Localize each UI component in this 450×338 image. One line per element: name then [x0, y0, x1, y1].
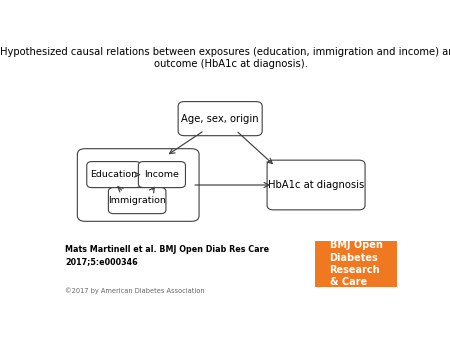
Text: Age, sex, origin: Age, sex, origin: [181, 114, 259, 124]
FancyBboxPatch shape: [108, 188, 166, 214]
FancyBboxPatch shape: [139, 162, 185, 188]
Text: HbA1c at diagnosis: HbA1c at diagnosis: [268, 180, 364, 190]
Text: Immigration: Immigration: [108, 196, 166, 205]
Text: Hypothesized causal relations between exposures (education, immigration and inco: Hypothesized causal relations between ex…: [0, 47, 450, 70]
FancyBboxPatch shape: [77, 149, 199, 221]
FancyBboxPatch shape: [315, 241, 397, 287]
Text: Mats Martinell et al. BMJ Open Diab Res Care
2017;5:e000346: Mats Martinell et al. BMJ Open Diab Res …: [65, 245, 269, 266]
FancyBboxPatch shape: [178, 102, 262, 136]
Text: BMJ Open
Diabetes
Research
& Care: BMJ Open Diabetes Research & Care: [329, 240, 382, 287]
FancyBboxPatch shape: [267, 160, 365, 210]
Text: Income: Income: [144, 170, 180, 179]
Text: ©2017 by American Diabetes Association: ©2017 by American Diabetes Association: [65, 288, 205, 294]
Text: Education: Education: [90, 170, 137, 179]
FancyBboxPatch shape: [87, 162, 141, 188]
